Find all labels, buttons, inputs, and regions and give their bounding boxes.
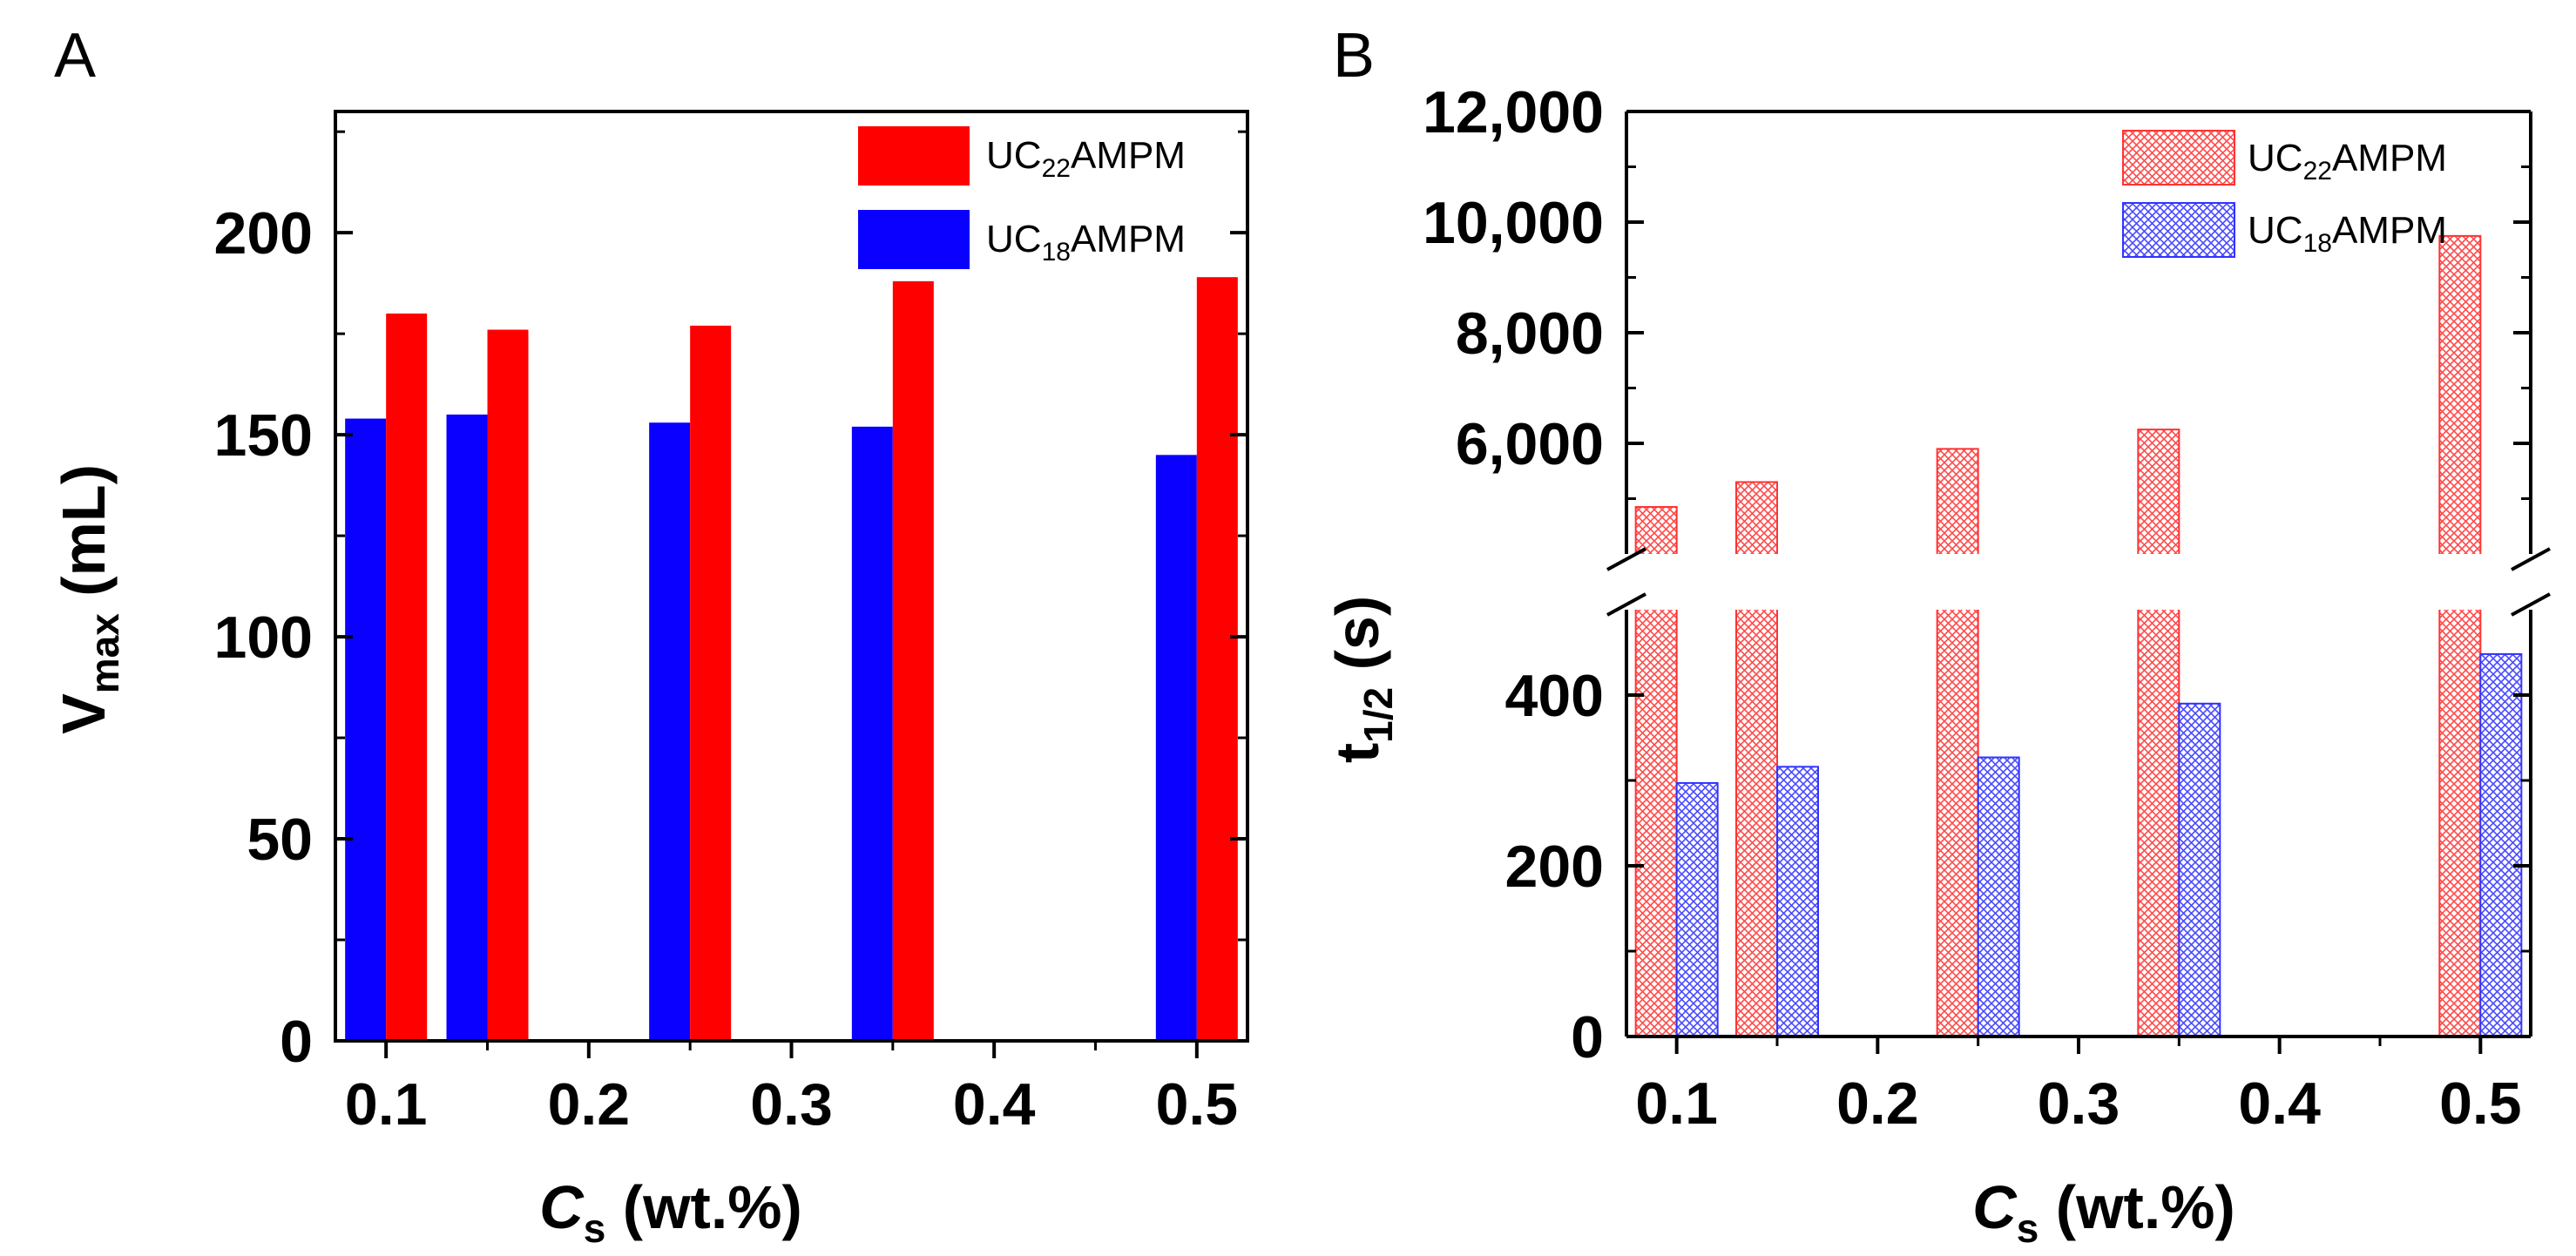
legend-swatch-uc22ampm [2122,130,2235,186]
bar-uc18ampm-2 [1977,756,2020,1037]
legend-label-uc18ampm: UC18AMPM [986,218,1186,267]
bar-uc22ampm-3 [892,280,934,1041]
x-tick-label: 0.4 [953,1071,1036,1138]
panel-a-axes: 0 50 100 150 200 0.1 0.2 0.3 0.4 0.5 [214,110,1249,1138]
bar-uc18ampm-0 [1675,781,1719,1037]
bar-uc18ampm-3 [2178,702,2221,1037]
panel-b-y-axis-title: t1/2 (s) [1323,596,1401,763]
panel-b-label: B [1333,21,1375,91]
legend-label-uc22ampm: UC22AMPM [2248,137,2447,186]
y-tick-label-lower: 200 [1505,834,1604,900]
bar-uc18ampm-4 [1155,455,1197,1041]
x-tick-label: 0.2 [1836,1070,1919,1137]
panel-a-bars [345,277,1238,1042]
legend-swatch-uc22ampm [858,126,970,186]
panel-a-x-axis-title: Cs (wt.%) [539,1173,802,1251]
panel-b-legend: UC22AMPM UC18AMPM [2122,130,2447,258]
bar-uc18ampm-1 [446,414,488,1041]
y-tick-label-upper: 10,000 [1423,190,1604,256]
x-tick-label: 0.5 [2439,1070,2522,1137]
y-tick-label: 150 [214,402,313,469]
panel-a-legend: UC22AMPM UC18AMPM [858,126,1186,269]
bar-uc18ampm-3 [851,426,893,1041]
x-tick-label: 0.4 [2238,1070,2321,1137]
legend-swatch-uc18ampm [858,210,970,269]
panel-a-y-axis-title: Vmax (mL) [50,464,127,734]
bar-uc18ampm-2 [649,422,691,1042]
bar-uc18ampm-4 [2479,652,2523,1038]
legend-label-uc22ampm: UC22AMPM [986,134,1186,183]
bar-uc22ampm-4 [1196,277,1238,1041]
panel-a-label: A [54,21,96,91]
bar-uc22ampm-0 [386,313,428,1041]
x-tick-label: 0.1 [1635,1070,1718,1137]
bar-uc18ampm-0 [345,418,387,1041]
x-tick-label: 0.2 [548,1071,631,1138]
x-tick-label: 0.5 [1156,1071,1239,1138]
y-tick-label: 0 [280,1009,313,1075]
panel-b-x-axis-title: Cs (wt.%) [1972,1173,2235,1251]
break-mark-left-upper [1606,547,1646,571]
break-mark-right-lower [2511,592,2551,617]
break-mark-left-lower [1606,592,1646,617]
y-tick-label: 50 [247,807,313,873]
x-tick-label: 0.1 [345,1071,428,1138]
bar-uc22ampm-4 [2438,234,2482,1037]
x-tick-label: 0.3 [750,1071,833,1138]
bar-uc22ampm-3 [2137,429,2180,1037]
y-tick-label-upper: 6,000 [1456,411,1604,477]
y-tick-label-upper: 8,000 [1456,300,1604,367]
legend-label-uc18ampm: UC18AMPM [2248,209,2447,258]
panel-b-bars [1634,234,2523,1038]
axis-break-gap [1600,554,2557,610]
y-tick-label-lower: 400 [1505,663,1604,729]
panel-b-axes: 0 200 400 6,000 8,000 10,000 12,000 0.1 0.2 0.3 0.… [1423,79,2557,1137]
panel-b: B 0 200 400 6,000 8,000 10,000 12,000 0.1 0.2 0.3… [1323,21,2557,1251]
legend-swatch-uc18ampm [2122,202,2235,258]
x-tick-label: 0.3 [2038,1070,2120,1137]
y-tick-label: 100 [214,604,313,671]
y-tick-label: 200 [214,200,313,267]
y-tick-label-upper: 12,000 [1423,79,1604,145]
break-mark-right-upper [2511,547,2551,571]
bar-uc18ampm-1 [1776,766,1819,1037]
bar-uc22ampm-2 [1936,448,1979,1037]
bar-uc22ampm-1 [487,329,529,1041]
y-tick-label-lower: 0 [1571,1004,1604,1070]
bar-uc22ampm-2 [690,325,732,1041]
